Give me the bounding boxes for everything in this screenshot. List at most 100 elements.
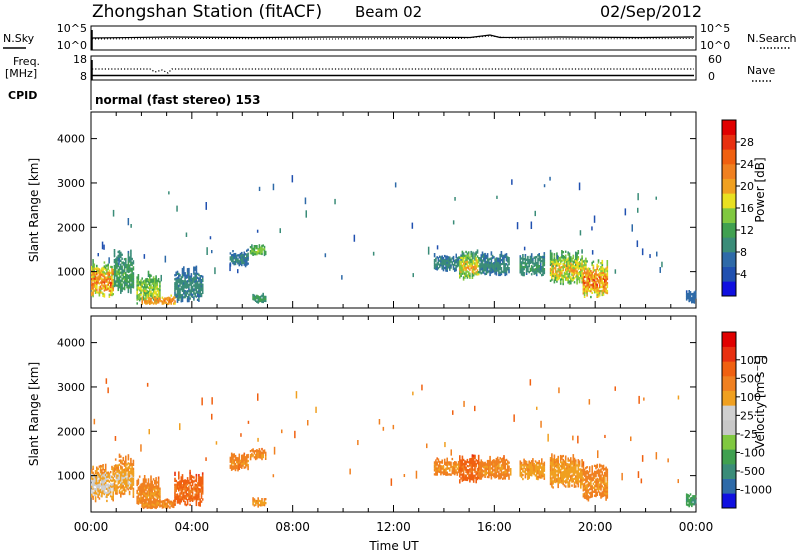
power-cell — [554, 264, 557, 267]
velocity-cell — [459, 469, 461, 472]
power-cell — [583, 287, 586, 290]
power-cell — [476, 255, 479, 258]
power-cell — [170, 294, 172, 297]
velocity-cell — [201, 492, 204, 495]
velocity-cell — [554, 463, 557, 466]
power-cell — [466, 260, 469, 263]
velocity-cell — [561, 481, 563, 484]
velocity-cell — [593, 490, 596, 493]
velocity-cell — [562, 466, 564, 470]
power-cell — [564, 276, 567, 279]
velocity-cell — [553, 476, 556, 479]
power-cell — [472, 268, 475, 271]
power-cell — [491, 256, 494, 260]
velocity-cell — [554, 472, 557, 476]
velocity-cell — [97, 487, 99, 491]
power-cell — [102, 292, 104, 295]
power-cell — [243, 261, 246, 264]
power-cell — [533, 262, 535, 265]
velocity-cell — [452, 462, 455, 465]
power-cell — [126, 274, 128, 277]
velocity-cell — [150, 499, 152, 502]
power-cell — [446, 263, 448, 266]
power-cell — [113, 280, 116, 284]
power-colorbar-segment — [722, 281, 736, 297]
velocity-cell — [553, 472, 556, 475]
velocity-cell — [597, 488, 600, 491]
velocity-cell — [596, 465, 598, 469]
velocity-cell — [103, 481, 106, 484]
power-cell — [205, 202, 207, 210]
power-cell — [193, 290, 195, 293]
power-cell — [242, 253, 244, 257]
velocity-cell — [107, 491, 109, 494]
power-cell — [554, 272, 557, 275]
power-cell — [442, 263, 445, 266]
velocity-cell — [146, 484, 149, 487]
power-cell — [157, 290, 160, 293]
plot-title: Zhongshan Station (fitACF) — [92, 2, 322, 22]
power-cell — [600, 276, 602, 279]
velocity-cell — [97, 491, 99, 495]
velocity-cell — [602, 492, 605, 495]
velocity-cell — [258, 452, 261, 455]
velocity-cell — [597, 486, 600, 489]
velocity-cell — [529, 463, 532, 467]
velocity-cell — [486, 459, 489, 463]
power-cell — [132, 276, 135, 279]
power-cell — [261, 248, 263, 252]
power-cell — [581, 259, 583, 262]
power-cell — [466, 254, 469, 257]
velocity-cell — [252, 503, 254, 506]
power-cell — [141, 281, 143, 284]
power-cell — [543, 260, 546, 263]
power-cell — [475, 271, 477, 274]
velocity-cell — [241, 462, 243, 465]
velocity-cell — [571, 474, 573, 477]
power-cell — [582, 272, 585, 275]
velocity-cell — [155, 479, 157, 482]
power-cell — [532, 266, 534, 269]
power-cell — [127, 260, 130, 264]
power-cell — [472, 262, 475, 265]
power-cell — [157, 295, 160, 299]
power-cell — [156, 295, 159, 298]
velocity-cell — [194, 493, 196, 496]
velocity-cell — [256, 500, 258, 503]
power-cell — [556, 264, 558, 267]
velocity-cell — [470, 465, 472, 469]
velocity-cell — [508, 475, 510, 478]
power-echo-region — [229, 248, 249, 268]
velocity-cell — [138, 485, 141, 488]
velocity-cell — [578, 472, 581, 475]
power-cell — [602, 271, 605, 274]
velocity-cell — [488, 469, 490, 473]
velocity-cell — [155, 495, 157, 498]
power-cell — [123, 264, 126, 267]
velocity-cell — [452, 468, 455, 471]
power-cell — [522, 261, 524, 265]
power-cell — [494, 268, 496, 271]
velocity-cell — [464, 478, 466, 481]
power-cell — [241, 253, 243, 257]
velocity-cell — [117, 486, 120, 489]
velocity-cell — [94, 472, 97, 475]
power-cell — [581, 267, 583, 270]
velocity-cell — [151, 505, 154, 508]
velocity-cell — [469, 478, 471, 481]
power-cell — [123, 280, 126, 283]
power-colorbar-segment — [722, 266, 736, 282]
velocity-cell — [556, 478, 558, 481]
power-cell — [600, 272, 602, 275]
power-cell — [598, 280, 601, 283]
velocity-cell — [151, 488, 154, 491]
velocity-cell — [244, 456, 247, 459]
velocity-cell — [112, 487, 114, 490]
velocity-cell — [534, 466, 537, 469]
velocity-cell — [573, 473, 576, 476]
velocity-cell — [479, 467, 481, 470]
power-cell — [576, 280, 578, 283]
velocity-cell — [165, 502, 167, 505]
velocity-cell — [481, 461, 484, 464]
